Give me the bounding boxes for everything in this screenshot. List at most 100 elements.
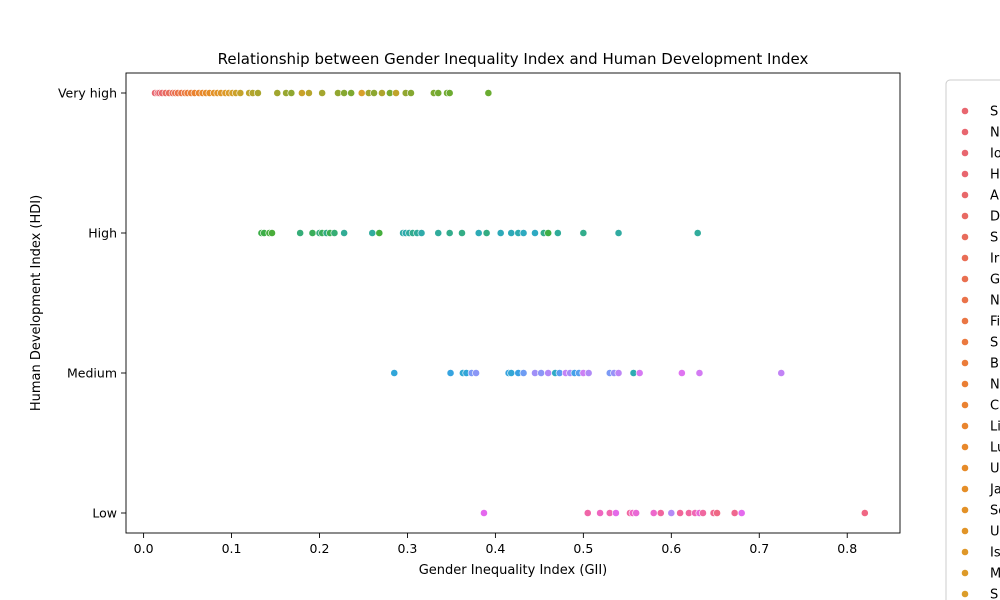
scatter-point [298,89,306,97]
legend-entry-label: Au [990,189,1000,204]
scatter-point [368,229,377,237]
legend-marker [961,443,969,451]
legend-entry-label: C [990,399,999,414]
legend-marker [961,590,969,598]
scatter-point [378,89,386,97]
legend-entry-label: M [990,567,1000,582]
legend-entry-label: N [990,126,1000,141]
legend-entry-label: B [990,357,999,372]
scatter-point [370,89,378,97]
legend-entry-label: Is [990,546,1000,561]
scatter-point [407,89,415,97]
scatter-point [713,509,721,517]
x-tick-label: 0.8 [837,541,857,556]
scatter-point [482,229,491,237]
scatter-point [268,229,276,237]
legend-entry-label: D [990,210,1000,225]
scatter-point [330,229,339,237]
scatter-point [474,229,483,237]
scatter-point [737,509,746,517]
legend-marker [961,359,969,367]
legend-marker [961,233,969,241]
scatter-point [614,369,623,377]
legend-entry-label: Io [990,147,1000,162]
y-axis-label: Human Development Index (HDI) [29,195,44,411]
legend-marker [961,128,969,136]
legend-marker [961,380,969,388]
scatter-point [445,229,454,237]
scatter-point [236,89,245,97]
legend-marker [961,401,969,409]
legend-entry-label: U [990,462,1000,477]
legend-entry-label: Ir [990,252,1000,267]
scatter-point [305,89,313,97]
scatter-point [417,229,426,237]
x-tick-label: 0.5 [573,541,593,556]
legend-marker [961,485,969,493]
legend-entry-label: U [990,525,1000,540]
scatter-point [347,89,356,97]
scatter-point [340,89,349,97]
y-axis-ticks: Very high High Medium Low [58,86,126,521]
scatter-point [596,509,604,517]
legend-marker [961,107,969,115]
scatter-point [446,369,455,377]
scatter-point [519,369,528,377]
legend-marker [961,212,969,220]
legend-marker [961,422,969,430]
scatter-point [434,89,443,97]
legend-marker [961,275,969,283]
scatter-point [390,369,399,377]
scatter-point [579,229,588,237]
legend-marker [961,569,969,577]
y-tick-label: Very high [58,86,117,101]
scatter-point [254,89,262,97]
scatter-point [287,89,296,97]
scatter-point [273,89,282,97]
legend-entry-label: S [990,336,998,351]
legend-marker [961,338,969,346]
scatter-point [583,509,592,517]
legend-marker [961,191,969,199]
scatter-point [632,509,641,517]
scatter-point [860,509,869,517]
scatter-point [584,369,593,377]
scatter-point [375,229,384,237]
legend-marker [961,464,969,472]
y-tick-label: Low [92,506,117,521]
scatter-point [649,509,658,517]
legend-entry-label: S [990,588,998,600]
scatter-point [458,229,466,237]
legend-entry-label: G [990,273,1000,288]
legend-marker [961,254,969,262]
scatter-point [480,509,488,517]
legend-marker [961,317,969,325]
x-tick-label: 0.6 [661,541,681,556]
legend-entry-label: Fi [990,315,1000,330]
legend-entry-label: H [990,168,1000,183]
scatter-point [496,229,505,237]
legend: SNIoHAuDSIrGNFiSBNCLiLuUJaScUIsMS [945,79,1000,600]
plot-area [125,72,901,534]
x-tick-label: 0.2 [310,541,330,556]
scatter-point [484,89,493,97]
scatter-point [507,369,516,377]
x-tick-label: 0.7 [749,541,769,556]
legend-marker [961,527,969,535]
scatter-point [392,89,400,97]
scatter-point [318,89,327,97]
scatter-point [695,369,704,377]
scatter-point [677,369,686,377]
legend-entry-label: Li [990,420,1000,435]
scatter-point [656,509,665,517]
legend-marker [961,548,969,556]
legend-entry-label: N [990,378,1000,393]
x-axis-ticks: 0.0 0.1 0.2 0.3 0.4 0.5 0.6 0.7 0.8 [134,533,857,556]
legend-entry-label: S [990,231,998,246]
x-axis-label: Gender Inequality Index (GII) [419,563,608,578]
scatter-point [693,229,702,237]
y-tick-label: High [88,226,117,241]
scatter-point [699,509,707,517]
legend-entry-label: N [990,294,1000,309]
legend-items: SNIoHAuDSIrGNFiSBNCLiLuUJaScUIsMS [961,105,1000,600]
